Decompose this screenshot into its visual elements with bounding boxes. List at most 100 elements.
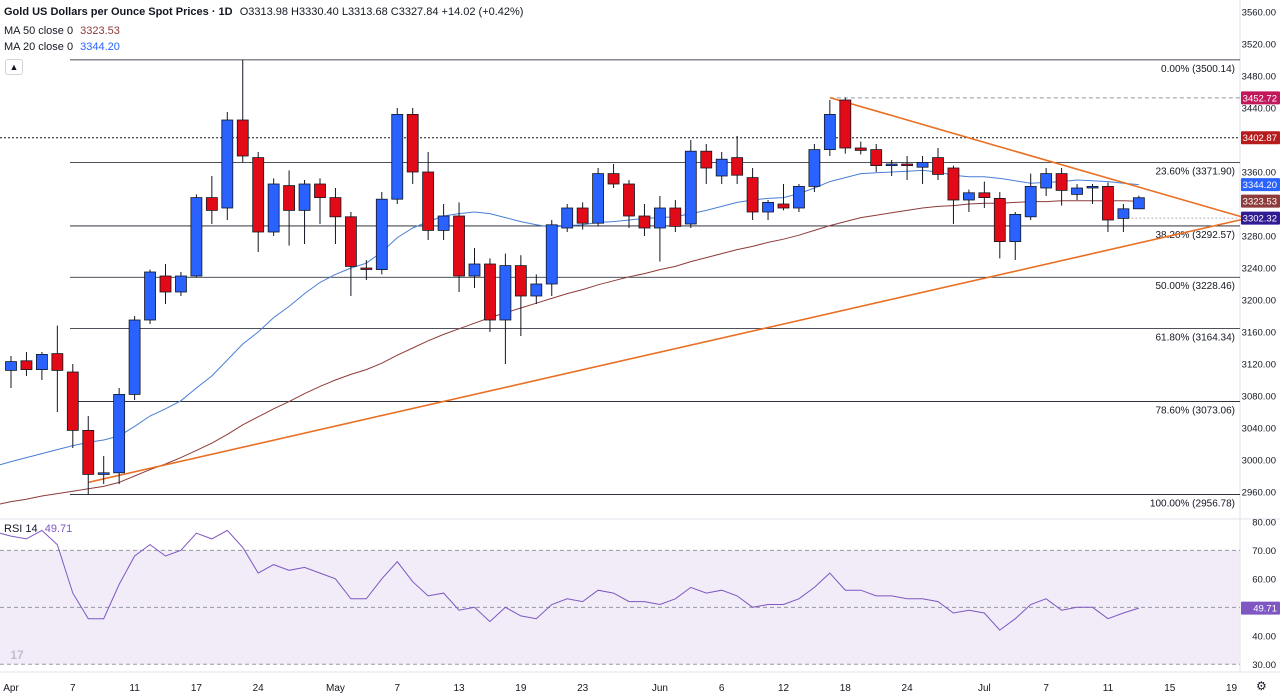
candle <box>205 176 218 224</box>
candle-body <box>808 149 821 187</box>
ma50-legend[interactable]: MA 50 close 0 3323.53 <box>4 25 120 37</box>
price-tag-label: 3344.20 <box>1243 180 1277 191</box>
candle-body <box>5 361 17 371</box>
time-tick-label: Jul <box>978 683 991 694</box>
ma20-value: 3344.20 <box>80 41 120 53</box>
candle-body <box>82 429 95 475</box>
candle-body <box>669 207 682 227</box>
price-tag-label: 3323.53 <box>1243 197 1277 208</box>
time-tick-label: 7 <box>70 683 76 694</box>
candle <box>484 258 496 332</box>
price-tick-label: 3280.00 <box>1242 232 1276 243</box>
candle <box>468 248 481 288</box>
rsi-legend[interactable]: RSI 14 49.71 <box>4 523 72 535</box>
candle-body <box>113 393 126 474</box>
candle <box>344 212 357 296</box>
gear-icon[interactable]: ⚙ <box>1256 679 1267 693</box>
rsi-label: RSI 14 <box>4 523 38 535</box>
price-tick-label: 3520.00 <box>1242 40 1276 51</box>
chart-header: Gold US Dollars per Ounce Spot Prices · … <box>4 6 523 18</box>
candle-body <box>406 114 419 173</box>
time-tick-label: Apr <box>3 683 19 694</box>
candle <box>298 180 311 244</box>
candle <box>1132 195 1145 210</box>
price-tick-label: 2960.00 <box>1242 488 1276 499</box>
candle <box>947 165 960 224</box>
candle <box>607 164 620 188</box>
candle <box>808 144 821 192</box>
candle-body <box>638 215 651 229</box>
candle <box>762 200 774 220</box>
ma20-legend[interactable]: MA 20 close 0 3344.20 <box>4 41 120 53</box>
candle-body <box>1055 173 1068 191</box>
candle-body <box>963 192 975 201</box>
candle <box>252 152 265 252</box>
time-tick-label: 24 <box>902 683 914 694</box>
candle <box>514 255 527 336</box>
candle-body <box>314 183 326 199</box>
time-tick-label: 7 <box>1043 683 1049 694</box>
candle <box>638 204 651 236</box>
candle-body <box>437 215 450 231</box>
price-tag-box <box>1241 211 1280 225</box>
candle-body <box>1071 187 1083 195</box>
candle <box>329 188 342 244</box>
ohlc-readout: O3313.98 H3330.40 L3313.68 C3327.84 +14.… <box>239 6 524 18</box>
candle <box>1009 212 1022 260</box>
candle <box>499 253 512 364</box>
candle-body <box>592 173 604 224</box>
fib-level-label: 61.80% (3164.34) <box>1155 333 1235 344</box>
candle-body <box>762 201 774 213</box>
candle <box>854 141 867 155</box>
rsi-tag-label: 49.71 <box>1253 604 1277 615</box>
time-tick-label: 12 <box>778 683 790 694</box>
candle-body <box>221 119 234 209</box>
candle-body <box>205 197 218 211</box>
candle-body <box>854 147 867 151</box>
price-tick-label: 3160.00 <box>1242 328 1276 339</box>
candle <box>236 60 249 163</box>
candle <box>623 180 635 228</box>
candle-body <box>159 275 172 293</box>
rsi-tag-box <box>1241 601 1280 615</box>
time-tick-label: 17 <box>191 683 203 694</box>
candle-body <box>499 265 512 321</box>
candle-body <box>545 224 558 285</box>
candle <box>1024 173 1037 220</box>
candle-body <box>993 197 1006 242</box>
candle-body <box>329 197 342 218</box>
candle-body <box>144 271 156 321</box>
candle <box>916 156 929 184</box>
candle <box>144 269 156 324</box>
candle-body <box>1117 208 1130 219</box>
candle-body <box>484 263 496 321</box>
candle-body <box>1024 185 1037 218</box>
candle <box>375 192 388 275</box>
candle <box>731 136 744 184</box>
candle <box>314 178 326 224</box>
candle-body <box>684 150 697 225</box>
candle <box>51 325 64 412</box>
candle <box>437 204 450 240</box>
candle-body <box>731 157 744 176</box>
candle-body <box>375 198 388 270</box>
fib-level-label: 78.60% (3073.06) <box>1155 406 1235 417</box>
time-tick-label: 15 <box>1164 683 1176 694</box>
time-tick-label: 7 <box>394 683 400 694</box>
time-tick-label: 23 <box>577 683 589 694</box>
price-tag-label: 3402.87 <box>1243 133 1277 144</box>
price-tick-label: 3040.00 <box>1242 424 1276 435</box>
chevron-up-icon[interactable]: ▲ <box>5 59 23 75</box>
candle-body <box>267 183 280 233</box>
candle-body <box>20 360 33 370</box>
candle <box>66 364 79 448</box>
price-tick-label: 3000.00 <box>1242 456 1276 467</box>
time-tick-label: 13 <box>453 683 465 694</box>
candle <box>391 108 404 204</box>
candle-body <box>823 114 836 151</box>
candle-body <box>1009 213 1022 242</box>
candle-body <box>252 157 265 233</box>
candle-body <box>530 283 543 297</box>
candle-body <box>978 192 991 199</box>
